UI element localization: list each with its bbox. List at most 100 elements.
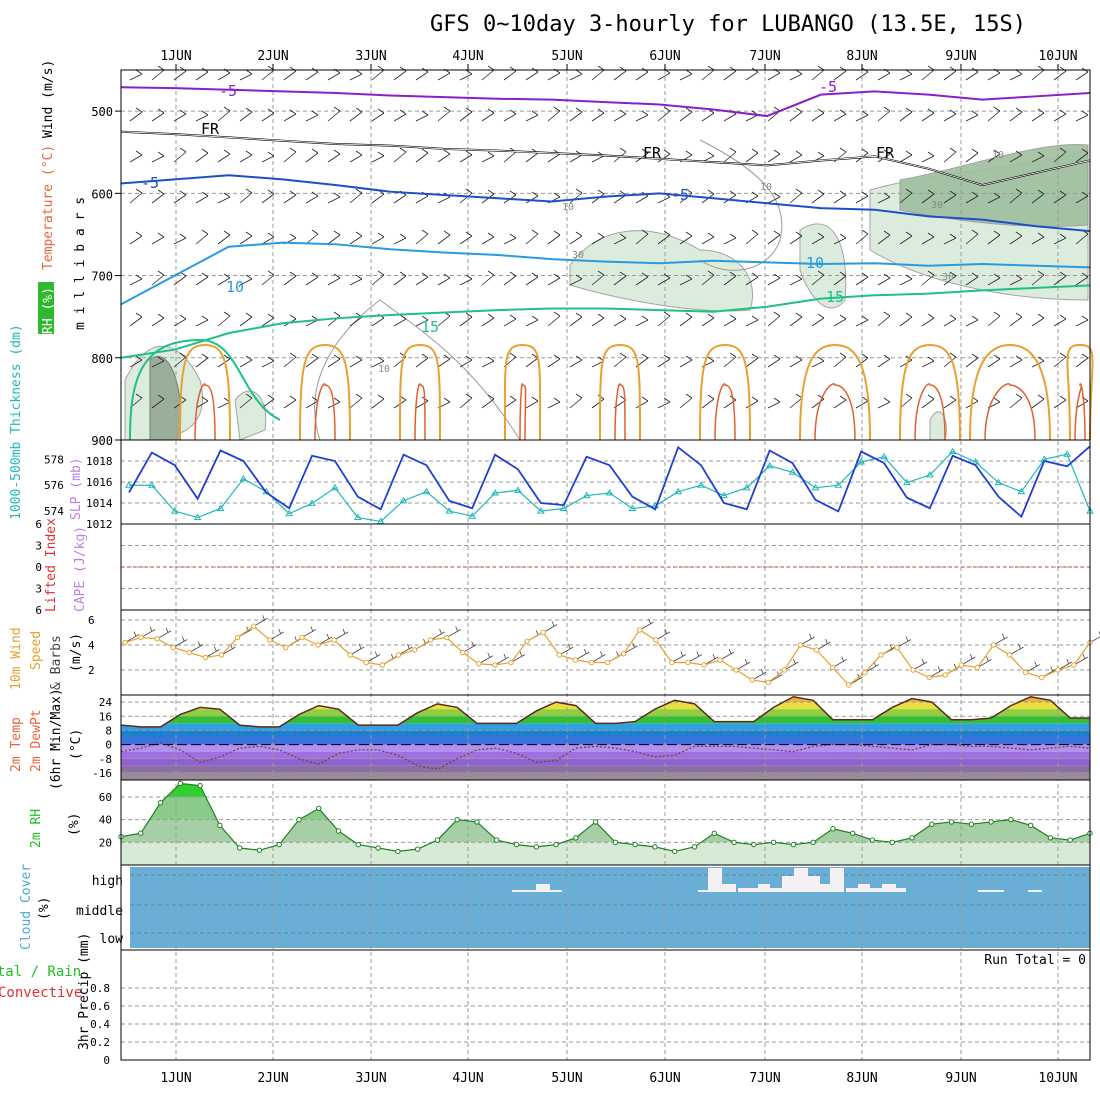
wind-barb	[195, 396, 209, 409]
wind-barb	[811, 270, 825, 286]
wind-barb	[283, 271, 297, 286]
wind-barb	[459, 355, 473, 368]
cloud-cover-bar	[808, 876, 820, 892]
wind-speed-marker	[878, 652, 884, 658]
wind-barb	[437, 230, 451, 245]
wind-speed-marker	[170, 644, 176, 651]
thickness-marker	[697, 481, 705, 488]
wind-barb	[217, 397, 231, 409]
wind-barb	[943, 190, 957, 204]
wind-barb	[437, 149, 451, 163]
wind-barb	[965, 110, 979, 122]
wind-barb	[1009, 107, 1023, 122]
wind-barb	[833, 314, 847, 327]
wind-barb	[789, 274, 803, 286]
wind-barb	[261, 356, 275, 368]
wind-barb	[415, 110, 429, 122]
wind-barb	[195, 148, 209, 163]
wind-barb	[767, 311, 781, 327]
thickness-marker	[742, 483, 751, 491]
thickness-marker	[353, 513, 362, 521]
cloud-cover-bar	[782, 876, 794, 892]
thickness-marker	[125, 481, 133, 488]
thickness-marker	[422, 487, 431, 495]
wind-barb	[525, 110, 539, 122]
dewpoint-line	[120, 742, 1091, 771]
wind-barb	[261, 108, 275, 122]
wind-barb	[173, 109, 187, 122]
wind-barb	[745, 396, 759, 409]
wind-barb	[833, 395, 847, 409]
rh-marker	[513, 841, 520, 848]
wind-speed-marker	[813, 647, 820, 653]
wind-barb	[701, 151, 715, 163]
cloud-level-label: middle	[76, 904, 123, 919]
wind-barb	[943, 314, 957, 327]
wind-barb	[547, 311, 561, 327]
wind-barb	[1053, 271, 1067, 286]
wind-barb	[239, 274, 253, 286]
wind-speed-marker	[250, 623, 257, 629]
wind-barb	[129, 150, 143, 163]
thickness-marker	[925, 470, 934, 478]
thickness-marker	[331, 483, 339, 491]
data-layer	[118, 65, 1100, 892]
wind-barb	[305, 272, 319, 286]
wind-barb	[789, 355, 803, 368]
wind-barb	[591, 151, 605, 163]
wind-barb	[921, 356, 935, 368]
wind-barb	[701, 270, 715, 286]
rh-marker	[1047, 835, 1054, 841]
slp-line	[128, 445, 1091, 519]
wind-barb	[547, 68, 561, 81]
wind-speed-marker	[234, 634, 241, 641]
wind-barb	[569, 312, 583, 327]
wind-barb	[437, 311, 451, 327]
wind-barb	[195, 229, 209, 245]
wind-barb	[129, 188, 143, 204]
wind-barb	[1075, 315, 1089, 327]
thickness-marker	[788, 468, 797, 475]
wind-barb	[349, 393, 363, 409]
wind-barb	[525, 272, 539, 286]
wind-barb	[965, 191, 979, 204]
rh-marker	[138, 830, 144, 836]
wind-barb	[767, 192, 781, 204]
wind-barb	[261, 189, 275, 204]
wind-speed-marker	[653, 637, 659, 643]
wind-speed-marker	[926, 674, 932, 681]
isotherm-15-low	[129, 338, 281, 441]
day-label-top: 3JUN	[355, 49, 386, 64]
rh-marker	[968, 821, 975, 827]
wind-barb	[151, 151, 165, 163]
wind-barb	[459, 188, 473, 204]
rh-marker	[770, 839, 777, 846]
wind-barb	[305, 229, 319, 245]
wind-barb	[899, 231, 913, 245]
wind-speed-marker	[620, 651, 627, 657]
wind-barb	[129, 107, 143, 122]
wind-barb	[305, 191, 319, 204]
wind-speed-marker	[717, 657, 723, 663]
wind-barb	[811, 65, 825, 81]
wind-speed-marker	[508, 659, 514, 666]
cloud-cover-bar	[882, 884, 896, 892]
wind-barb	[129, 355, 143, 368]
wind-barb	[591, 65, 605, 81]
rh-marker	[236, 845, 243, 851]
cape-label: CAPE (J/kg)	[73, 526, 88, 612]
wind-barb	[943, 395, 957, 409]
wind-barb	[723, 314, 737, 327]
wind-barb	[833, 147, 847, 163]
wind-barb	[899, 150, 913, 163]
wind-barb	[855, 315, 869, 327]
cloud-cover-bar	[722, 884, 736, 892]
wind-barb	[173, 190, 187, 204]
rh-contour	[314, 299, 521, 441]
day-label-bottom: 10JUN	[1038, 1071, 1077, 1086]
temp-color-band	[121, 730, 1090, 738]
wind-barb	[987, 273, 1001, 286]
wind-speed-marker	[990, 642, 997, 648]
thickness-marker	[605, 489, 614, 496]
wind-barb	[943, 109, 957, 122]
